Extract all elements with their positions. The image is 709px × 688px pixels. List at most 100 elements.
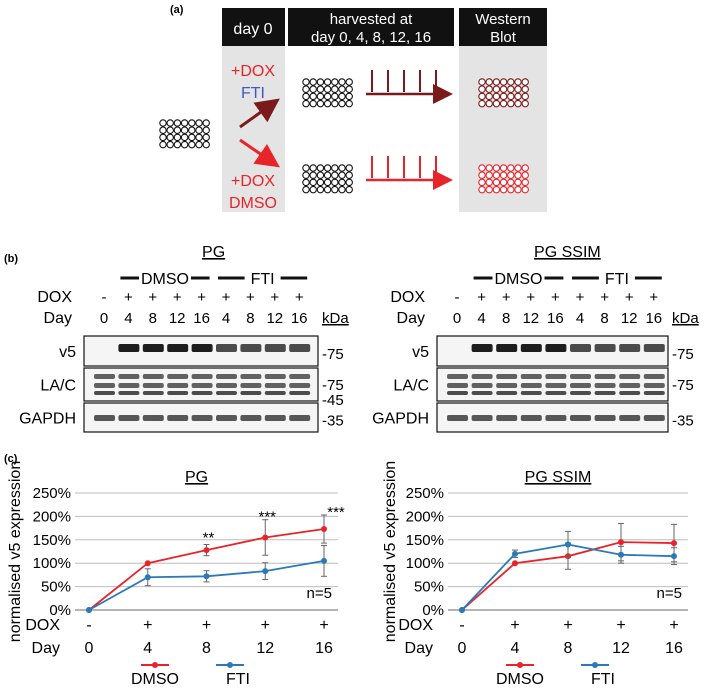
cell: [492, 78, 501, 86]
day-value: 4: [576, 310, 584, 327]
band: [471, 391, 493, 395]
panel-a-label: (a): [170, 4, 184, 16]
chart-1: PG normalised v5 expression 0% 50% 100% 150% 2…: [7, 461, 345, 688]
dox-value: +: [246, 289, 255, 306]
cell: [159, 126, 167, 134]
dmso-label-bg: [139, 268, 191, 286]
kda-marker: -75: [672, 346, 694, 363]
band: [94, 391, 115, 395]
data-point: [262, 534, 269, 541]
cell: [316, 78, 325, 86]
cell: [166, 119, 174, 127]
y-tick-label: 250%: [406, 485, 444, 502]
cell: [323, 92, 332, 101]
dox-value: +: [551, 289, 560, 306]
day-value: 4: [124, 310, 132, 327]
band: [289, 383, 311, 388]
band: [619, 374, 641, 379]
cell: [485, 164, 493, 172]
y-tick-label: 250%: [33, 485, 71, 502]
cell: [478, 178, 486, 187]
harvest-header-line1: harvested at: [330, 11, 413, 28]
cell: [499, 78, 508, 86]
cell: [195, 133, 203, 142]
data-point: [459, 607, 465, 613]
day-value: 4: [143, 640, 152, 657]
dox-row-label: DOX: [37, 289, 72, 306]
kda-marker: -75: [672, 377, 694, 394]
band: [191, 374, 213, 379]
cell: [514, 164, 522, 172]
dox-value: +: [270, 289, 279, 306]
cell: [514, 78, 522, 86]
cell: [485, 171, 493, 179]
cell: [345, 99, 353, 108]
day-value: 12: [266, 310, 283, 327]
band: [594, 391, 616, 395]
legend-label: FTI: [591, 671, 615, 688]
cell: [345, 92, 353, 101]
band: [545, 391, 567, 395]
wb-header-line2: Blot: [490, 29, 517, 46]
band: [216, 415, 237, 421]
data-point: [512, 550, 518, 557]
series-fti: [86, 544, 327, 613]
significance-marker: ***: [327, 504, 345, 521]
y-tick-label: 200%: [33, 508, 71, 525]
cell: [492, 85, 501, 93]
band: [471, 374, 493, 379]
day-value: 0: [458, 640, 467, 657]
day-value: 16: [315, 640, 333, 657]
band: [520, 344, 542, 352]
band: [643, 391, 665, 395]
day-value: 8: [502, 310, 510, 327]
dox-value: +: [124, 289, 133, 306]
data-point: [671, 553, 677, 560]
band: [167, 391, 189, 395]
cell: [316, 164, 325, 172]
day-value: 12: [256, 640, 274, 657]
band: [142, 344, 164, 352]
cell: [485, 85, 493, 93]
day-value: 8: [564, 640, 573, 657]
cell: [323, 78, 332, 86]
dox-value: +: [319, 617, 328, 634]
band: [216, 374, 237, 379]
cell: [345, 164, 353, 172]
y-axis-label: normalised v5 expression: [7, 461, 24, 642]
band: [545, 383, 567, 388]
cell-clusters: [159, 78, 529, 194]
dmso-group-label: DMSO: [495, 271, 543, 288]
day-value: 8: [149, 310, 157, 327]
band: [471, 383, 493, 388]
band: [496, 374, 518, 379]
cell: [159, 133, 167, 142]
legend-marker: [517, 662, 523, 668]
blot-row-name: v5: [412, 344, 429, 361]
band: [447, 391, 468, 395]
cell: [345, 85, 353, 93]
day-row-label: Day: [405, 640, 433, 657]
blot-row-gapdh: GAPDH -35: [372, 402, 694, 433]
band: [240, 344, 262, 352]
kda-marker: -35: [672, 413, 694, 430]
cell: [195, 119, 203, 127]
y-tick-label: 50%: [41, 579, 71, 596]
cell: [521, 99, 529, 108]
cell: [302, 185, 310, 194]
cell: [514, 185, 522, 194]
blot-row-v5: v5 -75: [59, 335, 344, 367]
day-value: 8: [246, 310, 254, 327]
fti-harvest-cells: [302, 78, 353, 108]
band: [118, 374, 140, 379]
cell: [514, 92, 522, 101]
cell: [521, 164, 529, 172]
data-point: [671, 540, 677, 547]
cell: [323, 85, 332, 93]
band: [643, 374, 665, 379]
cell: [309, 92, 317, 101]
cell: [521, 178, 529, 187]
legend-marker: [592, 662, 598, 668]
band: [447, 383, 468, 388]
band: [118, 383, 140, 388]
